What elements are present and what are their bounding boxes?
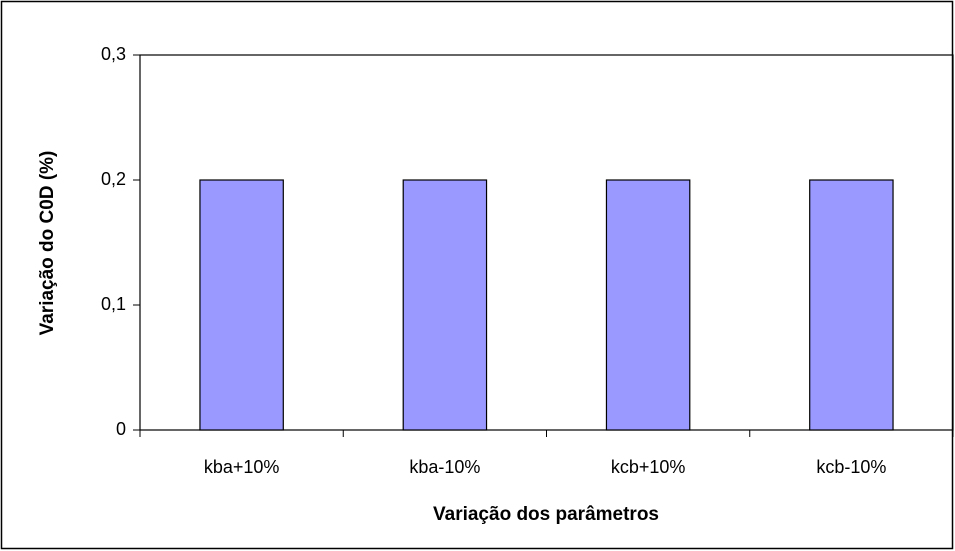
x-tick-label: kba+10% [204, 457, 280, 477]
bar [199, 179, 284, 431]
y-tick-label: 0,2 [101, 169, 126, 189]
x-tick-label: kcb+10% [611, 457, 686, 477]
y-tick-label: 0,3 [101, 44, 126, 64]
y-axis-title: Variação do C0D (%) [37, 151, 58, 336]
bar [605, 179, 691, 431]
bar [402, 179, 488, 431]
y-tick-label: 0,1 [101, 294, 126, 314]
x-tick-label: kba-10% [409, 457, 480, 477]
y-tick-label: 0 [116, 419, 126, 439]
bar [809, 179, 894, 431]
x-axis-title: Variação dos parâmetros [433, 504, 659, 525]
x-tick-label: kcb-10% [816, 457, 886, 477]
